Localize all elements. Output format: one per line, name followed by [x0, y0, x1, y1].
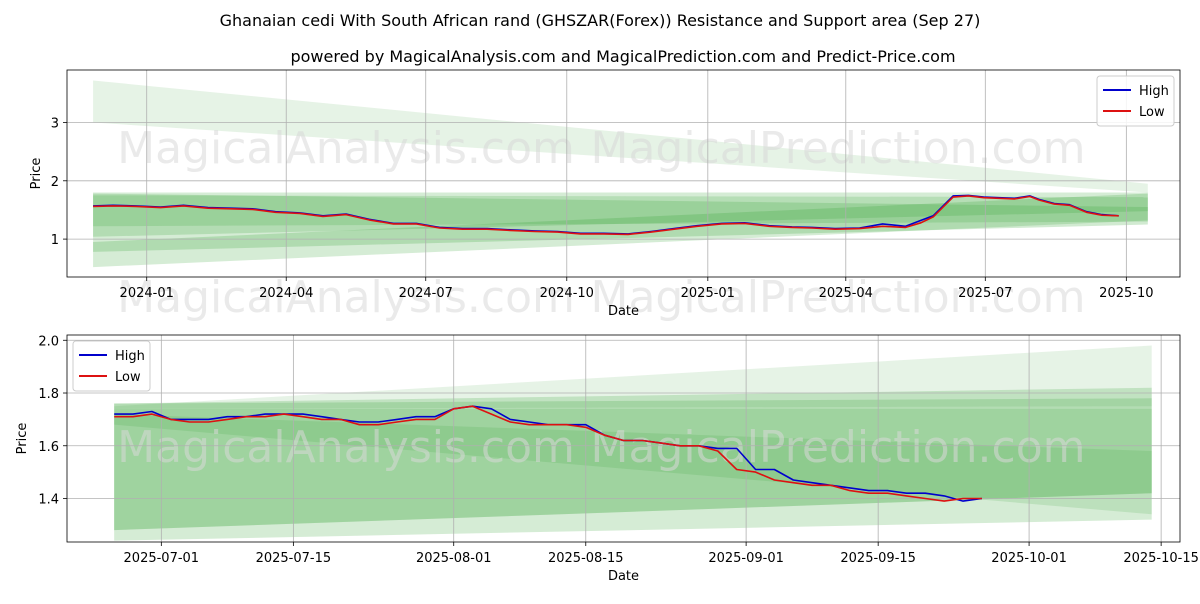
x-tick-label: 2025-10 [1099, 286, 1153, 301]
y-tick-label: 3 [51, 116, 59, 131]
y-tick-label: 2.0 [38, 334, 59, 349]
series-lines [93, 194, 1119, 236]
x-tick-label: 2025-07-15 [256, 551, 332, 566]
band-1 [93, 80, 1148, 193]
x-tick-label: 2025-07 [958, 286, 1012, 301]
x-tick-label: 2025-04 [819, 286, 873, 301]
grid [67, 335, 1180, 542]
watermark-text: MagicalAnalysis.com [117, 422, 575, 473]
x-tick-label: 2025-09-15 [840, 551, 916, 566]
watermark-text: MagicalPrediction.com [591, 123, 1086, 174]
legend-label-low: Low [1139, 105, 1165, 120]
x-tick-label: 2025-07-01 [124, 551, 200, 566]
legend: High Low [72, 340, 151, 392]
legend-box [1096, 75, 1175, 127]
band-4 [114, 408, 1152, 531]
panel-top: MagicalAnalysis.com MagicalPrediction.com… [29, 69, 1181, 323]
x-tick-label: 2025-09-01 [708, 551, 784, 566]
watermark-text: MagicalPrediction.com [591, 422, 1086, 473]
watermark-text: MagicalAnalysis.com [117, 272, 575, 323]
band-2 [93, 192, 1148, 268]
x-axis-label: Date [608, 304, 639, 319]
y-tick-label: 1.8 [38, 387, 59, 402]
y-axis-label: Price [29, 158, 44, 190]
band-3 [114, 398, 1152, 531]
band-2 [114, 387, 1152, 541]
x-tick-label: 2024-10 [540, 286, 594, 301]
axes-frame [66, 69, 1181, 278]
watermark-text: MagicalAnalysis.com [117, 123, 575, 174]
series-low-line [93, 195, 1119, 236]
band-5 [114, 414, 1152, 515]
y-tick-label: 1.4 [38, 492, 59, 507]
legend-label-high: High [1139, 84, 1169, 99]
watermark-text: MagicalPrediction.com [591, 272, 1086, 323]
x-tick-label: 2025-08-01 [416, 551, 492, 566]
chart-title: Ghanaian cedi With South African rand (G… [220, 11, 981, 30]
x-axis-label: Date [608, 569, 639, 584]
band-3 [93, 193, 1148, 237]
chart-subtitle: powered by MagicalAnalysis.com and Magic… [290, 47, 955, 66]
panel-bottom: MagicalAnalysis.com MagicalPrediction.com… [15, 334, 1199, 584]
grid [67, 70, 1180, 277]
x-tick-label: 2025-10-15 [1123, 551, 1199, 566]
series-low-line [114, 405, 982, 502]
y-tick-label: 1.6 [38, 440, 59, 455]
legend: High Low [1096, 75, 1175, 127]
band-4 [93, 195, 1148, 227]
x-tick-label: 2024-01 [120, 286, 174, 301]
y-axis-label: Price [15, 423, 30, 455]
y-tick-label: 1 [51, 233, 59, 248]
band-5 [93, 193, 1148, 252]
x-tick-label: 2025-01 [681, 286, 735, 301]
legend-label-low: Low [115, 370, 141, 385]
legend-label-high: High [115, 349, 145, 364]
x-tick-label: 2025-10-01 [991, 551, 1067, 566]
y-tick-label: 2 [51, 175, 59, 190]
x-tick-label: 2024-04 [259, 286, 313, 301]
x-tick-label: 2025-08-15 [548, 551, 624, 566]
support-resistance-bands [93, 80, 1148, 268]
axes-frame [66, 334, 1181, 543]
series-lines [114, 405, 983, 502]
x-tick-label: 2024-07 [399, 286, 453, 301]
legend-box [72, 340, 151, 392]
